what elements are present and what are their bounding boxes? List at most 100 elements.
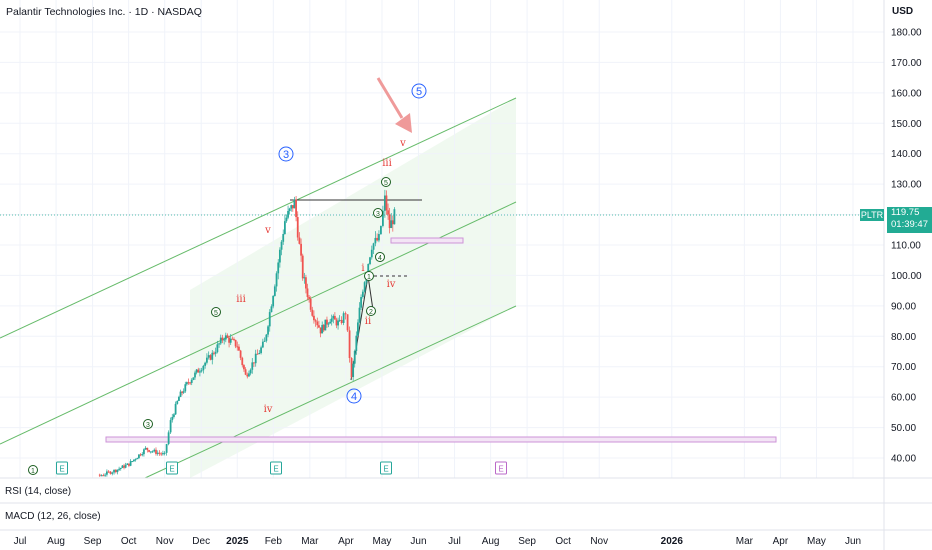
- earnings-marker[interactable]: E: [166, 461, 178, 475]
- candle-body: [187, 382, 190, 384]
- candle-body: [288, 208, 291, 211]
- candle-body: [367, 264, 370, 275]
- candle-body: [118, 468, 121, 470]
- y-tick-label: 60.00: [891, 393, 916, 404]
- candle-body: [199, 371, 201, 373]
- candle-body: [370, 249, 373, 258]
- x-tick-label: Mar: [301, 536, 319, 547]
- candle-body: [383, 195, 386, 211]
- candle-body: [306, 288, 309, 297]
- candle-body: [195, 369, 198, 373]
- candle-body: [144, 447, 147, 450]
- candle-body: [321, 324, 324, 334]
- candle-body: [181, 391, 184, 393]
- candle-body: [216, 344, 219, 353]
- minor-wave-number: 4: [378, 255, 382, 262]
- minor-wave-circle: [366, 306, 376, 316]
- chart-title: Palantir Technologies Inc. · 1D · NASDAQ: [6, 6, 202, 18]
- rsi-pane-label[interactable]: RSI (14, close): [5, 486, 72, 497]
- candle-body: [273, 286, 276, 296]
- candle-body: [267, 326, 269, 335]
- x-tick-label: 2025: [226, 536, 249, 547]
- earnings-marker[interactable]: E: [380, 461, 392, 475]
- candle-body: [226, 335, 229, 338]
- candle-body: [211, 352, 214, 360]
- candle-body: [329, 321, 332, 324]
- x-tick-label: Jun: [845, 536, 861, 547]
- candle-body: [184, 384, 187, 392]
- candle-body: [158, 452, 161, 454]
- earnings-marker[interactable]: E: [270, 461, 282, 475]
- minor-wave-circle: [381, 177, 391, 187]
- candle-body: [197, 369, 200, 373]
- x-tick-label: Dec: [192, 536, 210, 547]
- minor-wave-circle: [375, 252, 385, 262]
- candle-body: [340, 319, 343, 324]
- candle-body: [167, 432, 170, 445]
- candle-body: [107, 471, 110, 473]
- candle-body: [128, 463, 130, 466]
- candle-body: [346, 314, 349, 331]
- minor-wave-circle: [373, 208, 383, 218]
- candle-body: [146, 447, 149, 451]
- y-tick-label: 50.00: [891, 423, 916, 434]
- earnings-marker[interactable]: E: [495, 461, 507, 475]
- candle-body: [385, 195, 388, 211]
- candle-body: [133, 459, 135, 462]
- y-tick-label: 140.00: [891, 149, 922, 160]
- candle-body: [153, 449, 156, 452]
- last-price-value: 119.75: [891, 207, 920, 218]
- candle-body: [344, 313, 347, 315]
- macd-pane-label[interactable]: MACD (12, 26, close): [5, 511, 101, 522]
- x-tick-label: Apr: [773, 536, 789, 547]
- candle-body: [206, 357, 208, 363]
- candle-body: [165, 444, 168, 453]
- y-tick-label: 130.00: [891, 180, 922, 191]
- candle-body: [221, 337, 224, 341]
- candle-body: [136, 458, 139, 460]
- minor-wave-2-green: 2: [366, 306, 376, 316]
- x-axis-ticks: Jul Aug Sep Oct Nov Dec 2025 Feb Mar Apr May Jun Jul…: [14, 536, 861, 547]
- x-tick-label: Jul: [448, 536, 461, 547]
- candle-body: [355, 335, 358, 352]
- candle-body: [353, 351, 356, 364]
- earnings-marker[interactable]: E: [56, 461, 68, 475]
- candle-body: [224, 335, 227, 340]
- candle-body: [254, 353, 257, 364]
- candle-body: [176, 400, 179, 404]
- minor-wave-5-green: 5: [211, 307, 221, 317]
- minor-wave-circle: [211, 307, 221, 317]
- candle-body: [332, 315, 335, 319]
- candle-body: [391, 220, 394, 225]
- candle-body: [372, 243, 375, 250]
- candle-body: [322, 324, 325, 331]
- candle-body: [313, 315, 315, 321]
- wave-labels: 3 4 5 1 3 5 1 2 3 4 5 iii iv v i ii iii …: [28, 83, 427, 475]
- candle-body: [282, 233, 285, 242]
- candle-body: [129, 461, 132, 466]
- candle-body: [298, 237, 301, 244]
- candle-body: [253, 362, 255, 364]
- candle-body: [261, 341, 264, 348]
- y-axis-ticks: 40.00 50.00 60.00 70.00 80.00 90.00 100.00 110.…: [891, 28, 922, 465]
- x-tick-label: Aug: [482, 536, 500, 547]
- candle-body: [182, 391, 185, 393]
- candle-body: [314, 320, 317, 322]
- minor-wave-circle: [143, 419, 153, 429]
- candle-body: [131, 461, 134, 463]
- currency-label[interactable]: USD: [892, 6, 914, 17]
- candle-body: [202, 365, 205, 371]
- x-tick-label: Sep: [84, 536, 102, 547]
- candle-body: [388, 214, 391, 229]
- candle-body: [114, 469, 117, 473]
- svg-text:E: E: [498, 465, 503, 474]
- candle-body: [109, 471, 112, 474]
- y-tick-label: 150.00: [891, 119, 922, 130]
- primary-wave-3-label: 3: [278, 146, 294, 162]
- candle-body: [318, 325, 320, 328]
- candle-body: [149, 451, 152, 453]
- minor-wave-ii-red: ii: [365, 316, 371, 327]
- candle-body: [358, 307, 361, 323]
